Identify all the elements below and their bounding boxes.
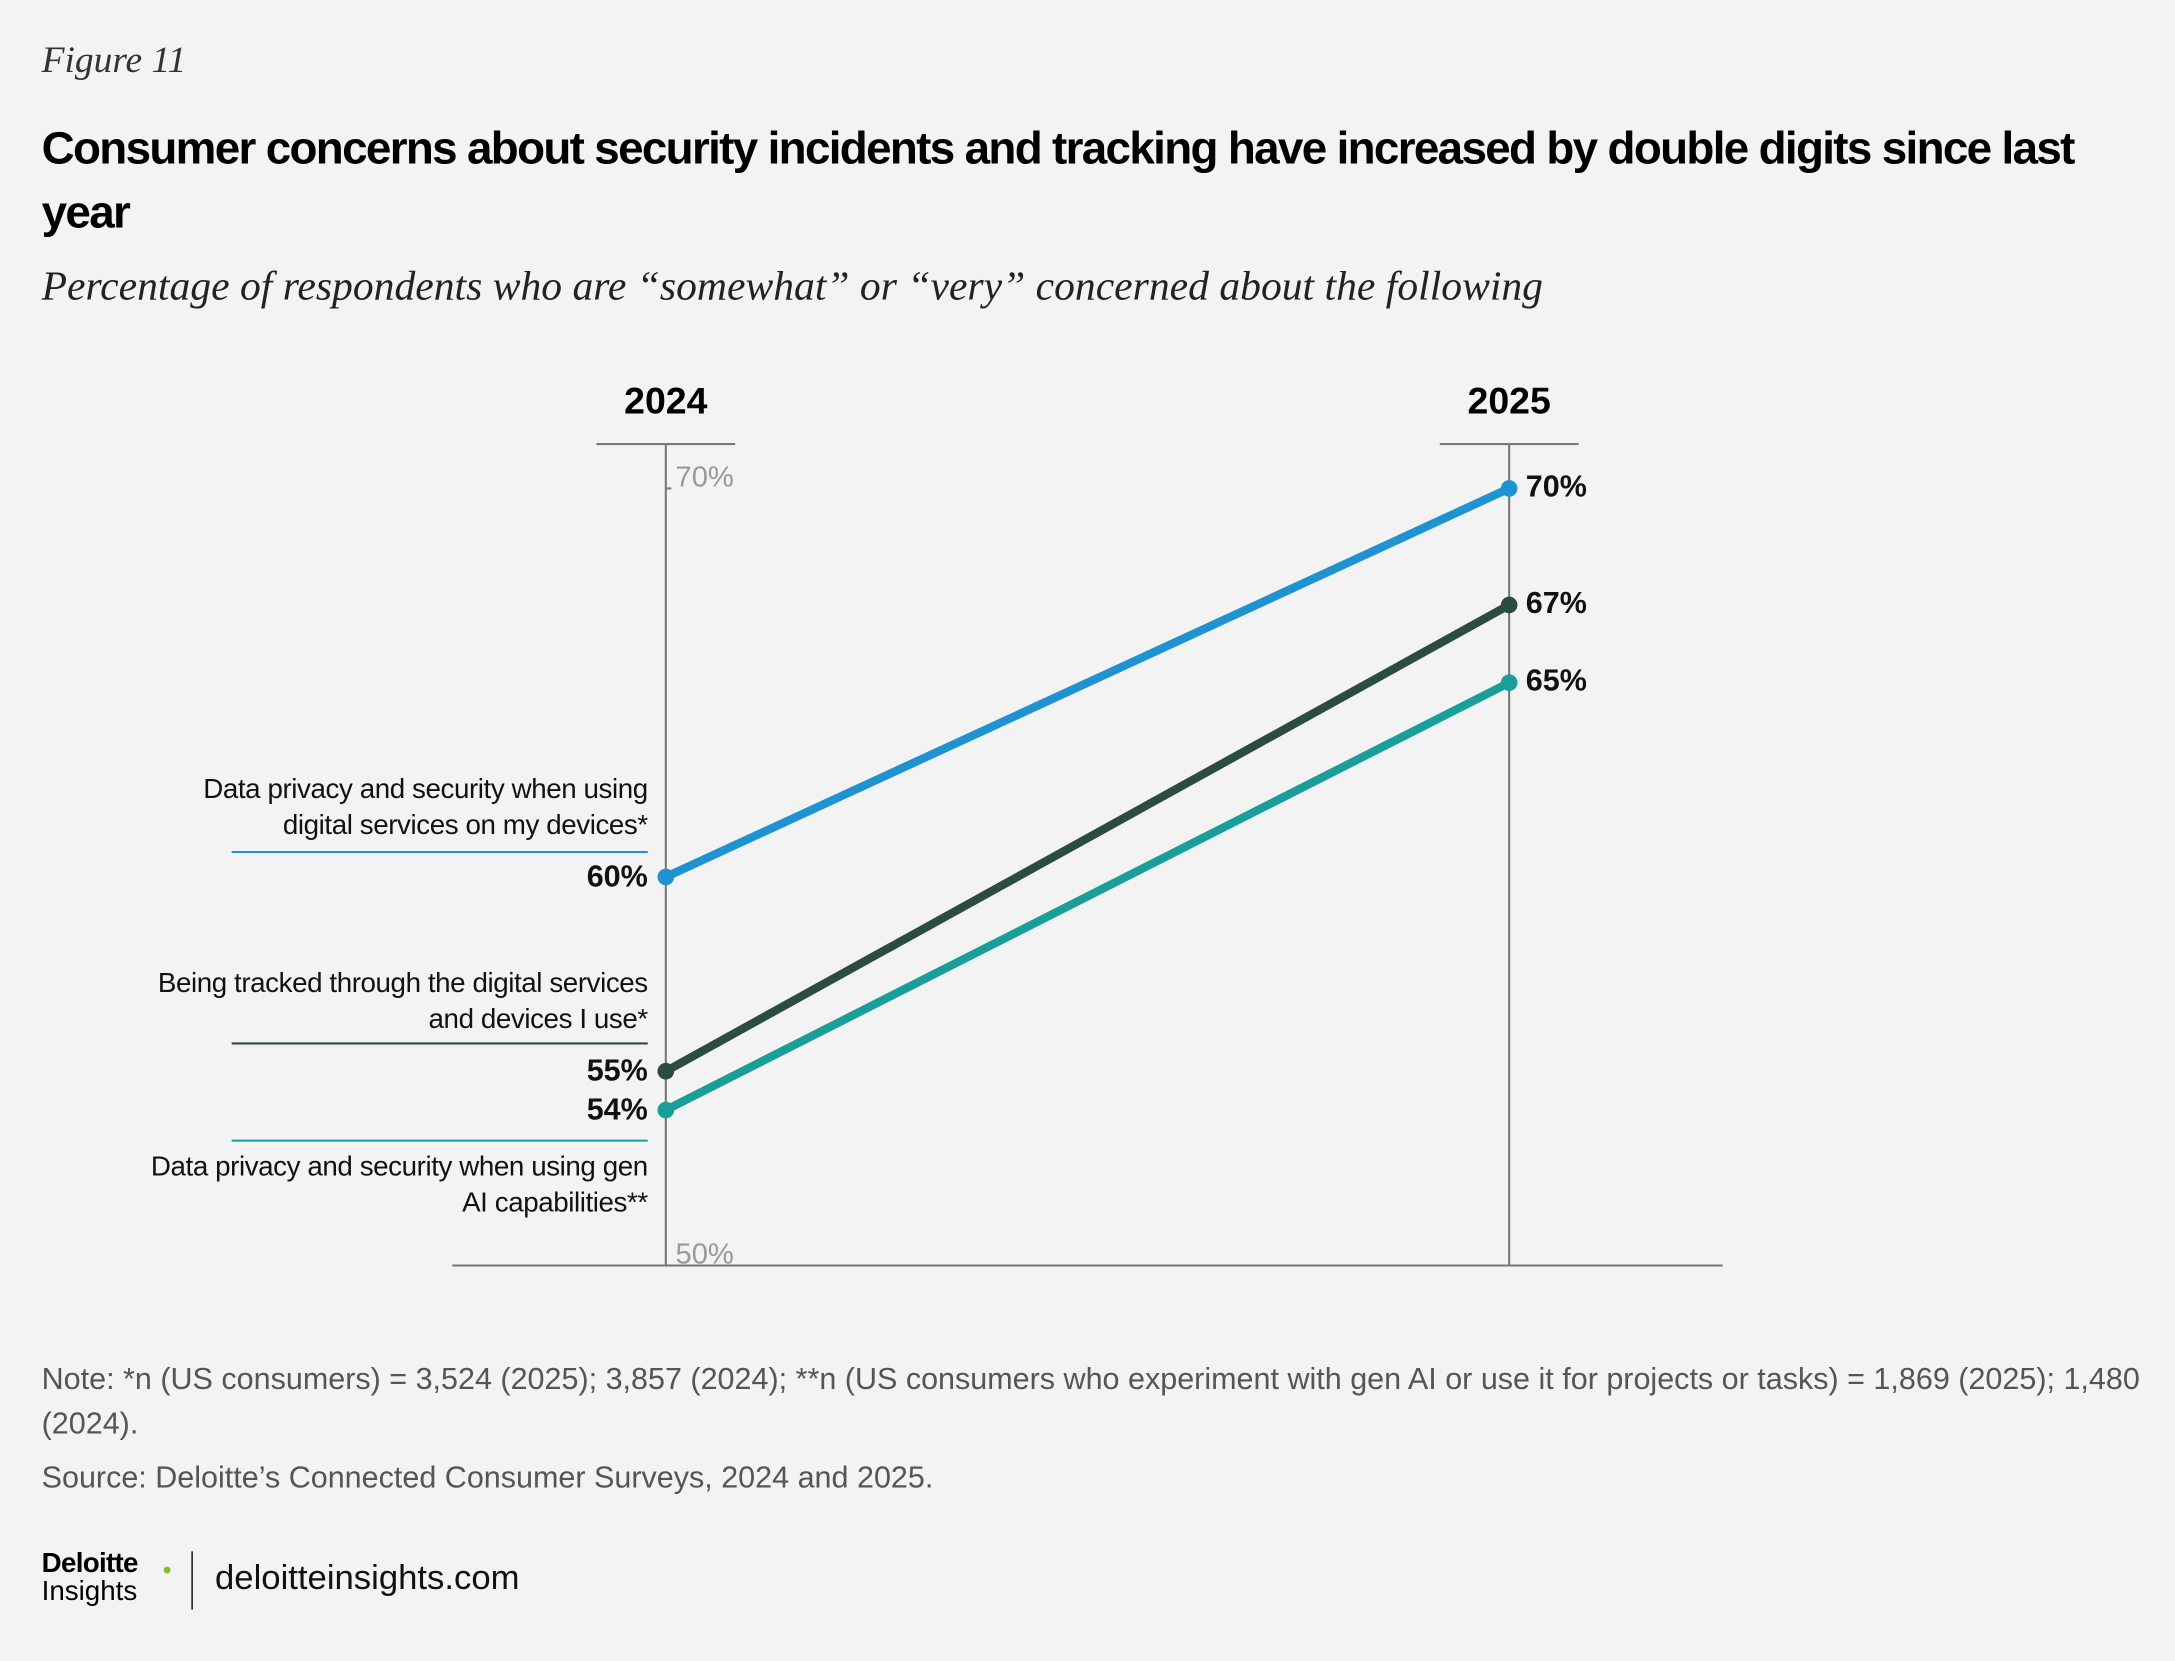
logo-divider (191, 1551, 193, 1610)
value-label: 60% (587, 859, 648, 893)
note: Note: *n (US consumers) = 3,524 (2025); … (41, 1361, 2140, 1441)
point (1500, 480, 1518, 497)
source: Source: Deloitte’s Connected Consumer Su… (41, 1459, 934, 1495)
column-label: 2025 (1468, 380, 1551, 422)
point (1500, 596, 1518, 614)
logo-sub: Insights (41, 1576, 138, 1607)
series-line (664, 484, 1511, 881)
value-label: 54% (587, 1093, 648, 1127)
value-label: 67% (1526, 586, 1587, 620)
y-tick-label: 70% (676, 461, 734, 493)
point (657, 1101, 675, 1119)
site: deloitteinsights.com (215, 1558, 520, 1598)
figure-label: Figure 11 (41, 38, 187, 81)
value-label: 65% (1526, 664, 1587, 698)
point (657, 868, 675, 886)
series-line (663, 601, 1512, 1075)
chart-title: Consumer concerns about security inciden… (41, 122, 2076, 238)
series-line (663, 678, 1512, 1114)
value-label: 70% (1526, 469, 1587, 503)
logo-word: Deloitte (41, 1548, 139, 1580)
point (657, 1062, 675, 1080)
chart-subtitle: Percentage of respondents who are “somew… (41, 263, 1543, 310)
column-label: 2024 (624, 380, 707, 422)
y-tick-label: 50% (676, 1238, 734, 1270)
value-label: 55% (587, 1054, 648, 1088)
point (1500, 674, 1518, 692)
series-label: Data privacy and security when using gen… (150, 1151, 648, 1219)
series-label: Data privacy and security when using dig… (203, 774, 648, 841)
series-label: Being tracked through the digital servic… (157, 968, 648, 1036)
logo-dot (163, 1566, 171, 1574)
